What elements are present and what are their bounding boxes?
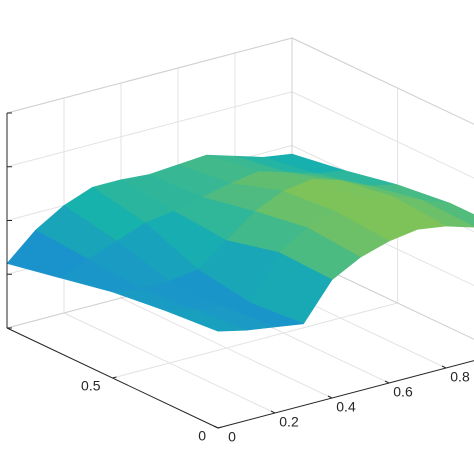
grid-line [6, 91, 293, 168]
y-tick [112, 376, 117, 379]
x-tick-label: 0.4 [336, 399, 356, 415]
x-tick [213, 425, 219, 429]
x-tick [327, 395, 333, 399]
grid-line [112, 302, 398, 379]
box-edge [291, 37, 474, 125]
x-tick-label: 0 [228, 429, 236, 445]
y-tick-label: 0.5 [81, 378, 101, 394]
x-tick [270, 410, 276, 414]
grid-line [291, 37, 474, 125]
x-tick-label: 0.6 [393, 384, 413, 400]
x-tick-label: 0.2 [279, 414, 299, 430]
grid-line [217, 360, 474, 429]
x-tick-label: 0.8 [450, 369, 470, 385]
x-tick [441, 365, 447, 369]
grid-line [291, 91, 474, 179]
surface-patch [165, 309, 247, 332]
y-tick-label: 0 [198, 428, 206, 444]
y-tick [217, 426, 223, 429]
x-axis [217, 360, 474, 429]
x-tick [384, 380, 390, 384]
box-edge [6, 37, 293, 114]
